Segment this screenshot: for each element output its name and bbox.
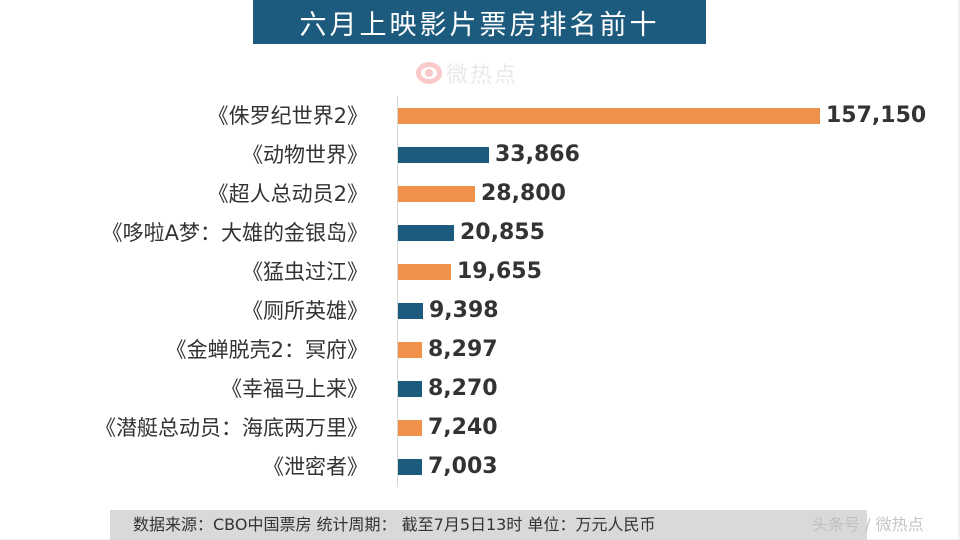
bar-category-label: 《潜艇总动员：海底两万里》 (95, 416, 368, 440)
bar-row: 《猛虫过江》 19,655 (0, 253, 960, 292)
bar (398, 264, 451, 280)
bar-value-label: 19,655 (457, 259, 542, 284)
bar-value-label: 28,800 (481, 181, 566, 206)
bar (398, 342, 422, 358)
bar (398, 108, 820, 124)
bar (398, 381, 422, 397)
chart-title: 六月上映影片票房排名前十 (253, 0, 706, 44)
bar (398, 147, 489, 163)
bar-category-label: 《猛虫过江》 (242, 260, 368, 284)
footer-watermark: 头条号 / 微热点 (812, 515, 924, 534)
footer-band (110, 510, 867, 540)
bar-value-label: 20,855 (460, 220, 545, 245)
bar-row: 《厕所英雄》 9,398 (0, 292, 960, 331)
footer-source-text: 数据来源：CBO中国票房 统计周期： 截至7月5日13时 单位：万元人民币 (133, 515, 656, 534)
watermark-top-text: 微热点 (446, 63, 519, 88)
bar-category-label: 《超人总动员2》 (207, 182, 368, 206)
bar-value-label: 7,240 (428, 415, 498, 440)
bar-row: 《侏罗纪世界2》 157,150 (0, 97, 960, 136)
category-axis-line (397, 96, 398, 487)
bar-category-label: 《哆啦A梦：大雄的金银岛》 (101, 221, 368, 245)
bar-row: 《金蝉脱壳2：冥府》 8,297 (0, 331, 960, 370)
bar (398, 420, 422, 436)
bar-category-label: 《幸福马上来》 (221, 377, 368, 401)
bar-row: 《泄密者》 7,003 (0, 448, 960, 487)
bar-category-label: 《动物世界》 (242, 143, 368, 167)
bar-category-label: 《金蝉脱壳2：冥府》 (165, 338, 368, 362)
weibo-eye-icon (416, 62, 442, 84)
bar-row: 《超人总动员2》 28,800 (0, 175, 960, 214)
bar (398, 225, 454, 241)
bar (398, 459, 422, 475)
bar-value-label: 9,398 (429, 298, 499, 323)
watermark-top: 微热点 (416, 56, 518, 90)
bar-row: 《哆啦A梦：大雄的金银岛》 20,855 (0, 214, 960, 253)
bar-row: 《潜艇总动员：海底两万里》 7,240 (0, 409, 960, 448)
bar-row: 《动物世界》 33,866 (0, 136, 960, 175)
bar-value-label: 8,270 (428, 376, 498, 401)
bar-value-label: 157,150 (826, 103, 927, 128)
bar (398, 303, 423, 319)
bar-category-label: 《泄密者》 (263, 455, 368, 479)
bar-row: 《幸福马上来》 8,270 (0, 370, 960, 409)
bar-value-label: 8,297 (428, 337, 498, 362)
bar-category-label: 《侏罗纪世界2》 (207, 104, 368, 128)
bar-category-label: 《厕所英雄》 (242, 299, 368, 323)
bar (398, 186, 475, 202)
bar-value-label: 33,866 (495, 142, 580, 167)
bar-value-label: 7,003 (428, 454, 498, 479)
